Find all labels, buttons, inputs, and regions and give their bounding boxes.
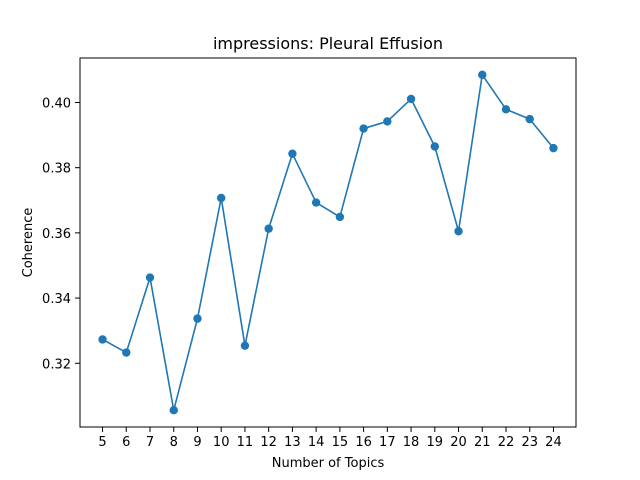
y-axis: 0.32 0.34 0.36 0.38 0.40: [42, 96, 80, 372]
x-tick-label: 22: [498, 435, 515, 450]
x-tick-label: 11: [237, 435, 254, 450]
data-point: [383, 117, 392, 126]
chart-title: impressions: Pleural Effusion: [213, 34, 443, 53]
x-tick-label: 8: [170, 435, 178, 450]
y-tick-label: 0.40: [42, 96, 71, 111]
x-tick-label: 5: [98, 435, 106, 450]
x-tick-label: 10: [213, 435, 230, 450]
data-point: [311, 198, 321, 207]
y-tick-label: 0.38: [42, 162, 71, 177]
x-tick-label: 17: [379, 435, 396, 450]
data-point: [478, 70, 487, 79]
data-point: [122, 348, 131, 357]
plot-frame: [79, 57, 577, 428]
x-tick-label: 20: [450, 435, 467, 450]
x-tick-label: 19: [427, 435, 444, 450]
data-point: [240, 341, 250, 350]
x-tick-label: 12: [260, 435, 277, 450]
data-point: [335, 212, 345, 222]
y-axis-label: Coherence: [21, 208, 36, 278]
data-point: [193, 314, 202, 323]
y-tick-label: 0.36: [42, 227, 71, 242]
data-point: [454, 227, 463, 236]
x-tick-label: 21: [474, 435, 491, 450]
series-layer: [98, 70, 558, 415]
data-point: [549, 143, 558, 153]
x-tick-label: 18: [403, 435, 420, 450]
x-tick-label: 24: [545, 435, 562, 450]
data-point: [145, 273, 155, 282]
x-tick-label: 16: [355, 435, 372, 450]
data-point: [169, 406, 178, 415]
x-tick-label: 6: [122, 435, 130, 450]
x-axis-label: Number of Topics: [272, 456, 385, 471]
x-tick-label: 13: [284, 435, 301, 450]
x-tick-label: 23: [521, 435, 538, 450]
x-axis: 5 6 7 8 9 10 11 12 13 14 15 16 17 18 19 20 21 22 23 24: [98, 427, 562, 450]
series-line: [102, 73, 555, 412]
x-tick-label: 15: [332, 435, 349, 450]
data-point: [264, 224, 273, 233]
data-point: [359, 124, 368, 133]
y-tick-label: 0.34: [42, 292, 71, 307]
data-point: [430, 142, 439, 151]
data-point: [501, 105, 511, 114]
x-tick-label: 9: [193, 435, 201, 450]
data-point: [288, 149, 297, 158]
data-point: [406, 94, 416, 104]
x-tick-label: 7: [146, 435, 154, 450]
data-point: [217, 193, 226, 203]
x-tick-label: 14: [308, 435, 325, 450]
y-tick-label: 0.32: [42, 357, 71, 372]
data-point: [525, 114, 534, 124]
data-point: [98, 335, 107, 344]
